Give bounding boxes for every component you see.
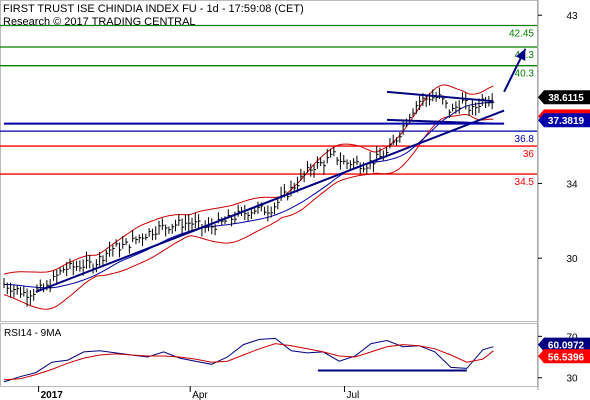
- level-label: 40.3: [515, 69, 535, 80]
- price-tag: [538, 90, 590, 105]
- price-tag: [538, 113, 590, 128]
- rsi-panel-frame: [0, 323, 538, 387]
- chart-copyright: Research © 2017 TRADING CENTRAL: [3, 16, 196, 28]
- level-label: 36.8: [515, 134, 535, 145]
- x-tick-label: 2017: [41, 390, 64, 400]
- rsi-y-tick-label: 30: [566, 374, 578, 385]
- bollinger-lower: [3, 113, 494, 310]
- y-tick-label: 30: [566, 254, 578, 265]
- level-label: 34.5: [515, 177, 535, 188]
- y-tick-label: 43: [566, 11, 578, 22]
- rsi-value-tag-label: 56.5396: [548, 352, 585, 363]
- x-tick-label: Apr: [192, 390, 208, 400]
- price-tag-label: 38.6115: [548, 93, 584, 104]
- level-label: 36: [523, 149, 535, 160]
- rsi-value-tag-label: 60.0972: [548, 341, 585, 352]
- axes: 43343038.611537.747337.38192017AprJul703…: [38, 11, 590, 400]
- rsi-title: RSI14 - 9MA: [4, 328, 62, 339]
- rsi-value-tag: [538, 337, 590, 352]
- level-label: 42.45: [509, 28, 534, 39]
- rsi-ma-line: [3, 343, 494, 381]
- rsi-value-tag: [538, 349, 590, 364]
- forecast-arrowhead: [515, 48, 526, 61]
- trendline: [35, 109, 505, 293]
- chart-title: FIRST TRUST ISE CHINDIA INDEX FU - 1d - …: [3, 3, 304, 15]
- price-tag-label: 37.3819: [548, 116, 585, 127]
- moving-average-line: [3, 102, 494, 289]
- y-tick-label: 34: [566, 179, 578, 190]
- trendline: [386, 90, 494, 103]
- bollinger-upper: [3, 84, 494, 275]
- rsi-plot: [3, 337, 494, 383]
- x-tick-label: Jul: [346, 390, 359, 400]
